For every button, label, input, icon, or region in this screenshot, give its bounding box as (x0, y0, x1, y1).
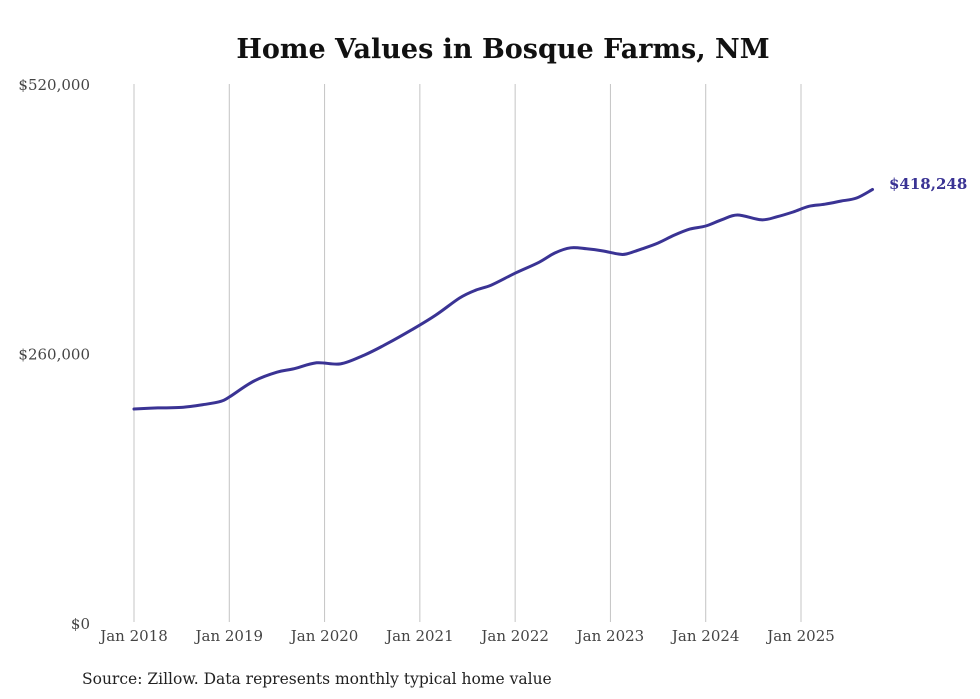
x-tick-label: Jan 2023 (575, 627, 645, 645)
series-line (132, 188, 874, 411)
y-tick-label: $0 (71, 615, 90, 633)
x-tick-label: Jan 2024 (670, 627, 740, 645)
x-tick-label: Jan 2025 (765, 627, 835, 645)
x-tick-label: Jan 2019 (194, 627, 264, 645)
x-tick-label: Jan 2022 (479, 627, 549, 645)
gridlines (133, 84, 802, 622)
end-value-label: $418,248 (889, 175, 967, 193)
x-tick-label: Jan 2018 (98, 627, 168, 645)
y-tick-label: $260,000 (18, 346, 90, 364)
x-tick-label: Jan 2020 (289, 627, 359, 645)
chart-title: Home Values in Bosque Farms, NM (236, 34, 769, 65)
y-axis: $0 $260,000 $520,000 (18, 76, 90, 633)
x-axis: Jan 2018 Jan 2019 Jan 2020 Jan 2021 Jan 2022… (98, 627, 835, 645)
x-tick-label: Jan 2021 (384, 627, 454, 645)
y-tick-label: $520,000 (18, 76, 90, 94)
source-note: Source: Zillow. Data represents monthly … (82, 670, 552, 688)
